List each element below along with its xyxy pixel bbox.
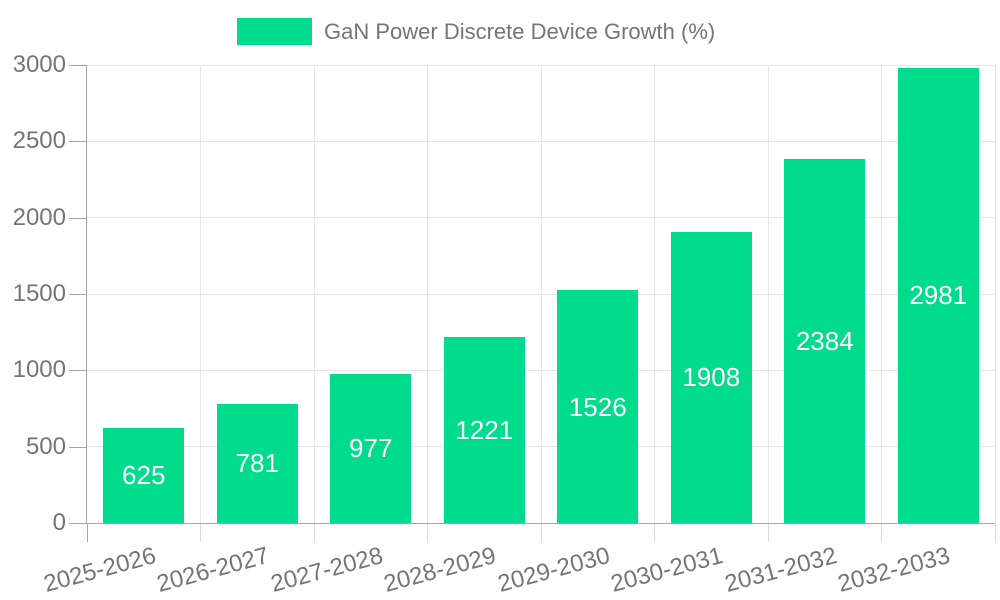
x-tick-label: 2032-2033 bbox=[835, 542, 954, 598]
y-tick-label: 1000 bbox=[12, 356, 66, 384]
y-axis-tick bbox=[69, 370, 87, 372]
gridline-vertical bbox=[427, 65, 428, 523]
bar[interactable]: 781 bbox=[216, 403, 298, 523]
bar-value-label: 1908 bbox=[682, 362, 741, 393]
y-tick-label: 2000 bbox=[12, 203, 66, 231]
y-tick-label: 500 bbox=[25, 432, 66, 460]
bar[interactable]: 1526 bbox=[557, 290, 639, 523]
gridline-vertical bbox=[881, 65, 882, 523]
x-axis-tick bbox=[200, 524, 201, 542]
bar[interactable]: 2384 bbox=[784, 159, 866, 523]
x-axis-tick bbox=[427, 524, 428, 542]
x-axis-tick bbox=[86, 524, 88, 542]
bar-value-label: 977 bbox=[349, 433, 393, 464]
gridline-vertical bbox=[767, 65, 769, 523]
y-tick-label: 0 bbox=[52, 509, 66, 536]
y-axis-tick bbox=[69, 523, 87, 524]
bar-value-label: 625 bbox=[122, 460, 166, 491]
x-axis-tick bbox=[994, 524, 996, 542]
x-tick-label: 2028-2029 bbox=[381, 542, 500, 598]
bar-value-label: 1526 bbox=[568, 391, 627, 422]
x-tick-label: 2027-2028 bbox=[267, 542, 386, 598]
x-axis-tick bbox=[767, 524, 769, 542]
x-axis-tick bbox=[654, 524, 655, 542]
y-tick-label: 2500 bbox=[12, 127, 66, 155]
x-axis-tick bbox=[313, 524, 315, 542]
x-tick-label: 2029-2030 bbox=[494, 542, 613, 598]
bar[interactable]: 1908 bbox=[670, 231, 752, 523]
gridline-vertical bbox=[654, 65, 655, 523]
y-axis-tick bbox=[69, 446, 87, 448]
gridline-vertical bbox=[200, 65, 201, 523]
legend-label: GaN Power Discrete Device Growth (%) bbox=[324, 18, 716, 44]
bar-value-label: 781 bbox=[235, 448, 279, 479]
x-axis-line bbox=[86, 523, 995, 524]
y-axis-tick bbox=[69, 294, 87, 295]
bar[interactable]: 1221 bbox=[443, 336, 525, 523]
x-tick-label: 2025-2026 bbox=[40, 542, 159, 598]
gridline-vertical bbox=[313, 65, 315, 523]
bar-value-label: 2384 bbox=[795, 326, 854, 356]
x-tick-label: 2031-2032 bbox=[721, 542, 840, 598]
y-tick-label: 1500 bbox=[12, 280, 66, 307]
x-axis-tick bbox=[540, 524, 542, 542]
legend-swatch bbox=[237, 18, 312, 45]
y-axis-tick bbox=[69, 65, 87, 66]
gridline-vertical bbox=[994, 65, 996, 523]
y-tick-label: 3000 bbox=[12, 51, 66, 78]
bar-value-label: 2981 bbox=[909, 280, 968, 311]
gridline-vertical bbox=[540, 65, 542, 523]
bar[interactable]: 625 bbox=[103, 427, 185, 523]
bar-value-label: 1221 bbox=[455, 414, 514, 445]
y-axis-tick bbox=[69, 141, 87, 143]
legend[interactable]: GaN Power Discrete Device Growth (%) bbox=[237, 18, 715, 45]
bar[interactable]: 2981 bbox=[897, 67, 979, 523]
x-axis-tick bbox=[881, 524, 882, 542]
x-tick-label: 2026-2027 bbox=[154, 542, 273, 598]
y-axis-tick bbox=[69, 217, 87, 219]
bar[interactable]: 977 bbox=[330, 373, 412, 523]
x-tick-label: 2030-2031 bbox=[608, 542, 727, 598]
